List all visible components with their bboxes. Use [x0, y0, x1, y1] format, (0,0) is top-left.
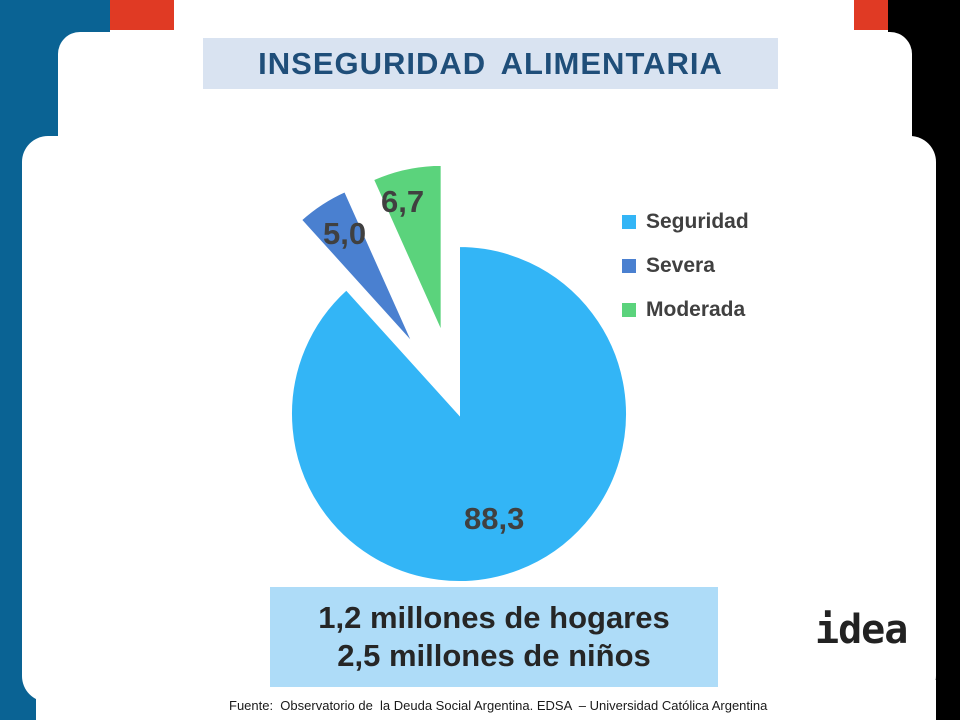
idea-logo: idea: [815, 607, 908, 653]
legend-swatch-seguridad: [622, 215, 636, 229]
legend-item-seguridad: Seguridad: [622, 200, 749, 244]
pie-slice-severa: [299, 189, 415, 346]
accent-bar-left: [110, 0, 174, 30]
title-box: INSEGURIDAD ALIMENTARIA: [203, 38, 778, 89]
summary-line-children: 2,5 millones de niños: [337, 638, 651, 673]
source-note: Fuente: Observatorio de la Deuda Social …: [229, 698, 768, 713]
summary-box: 1,2 millones de hogares 2,5 millones de …: [270, 587, 718, 687]
legend-swatch-severa: [622, 259, 636, 273]
pie-slice-moderada: [371, 163, 443, 334]
summary-line-households: 1,2 millones de hogares: [318, 600, 670, 635]
accent-bar-right: [854, 0, 888, 30]
data-label-seguridad: 88,3: [464, 501, 525, 536]
legend-swatch-moderada: [622, 303, 636, 317]
legend-item-moderada: Moderada: [622, 288, 749, 332]
pie-slice-seguridad: [290, 244, 628, 583]
chart-legend: Seguridad Severa Moderada: [622, 200, 749, 332]
data-label-moderada: 6,7: [381, 184, 425, 219]
legend-label-moderada: Moderada: [646, 298, 746, 321]
legend-label-seguridad: Seguridad: [646, 210, 749, 233]
slide-title: INSEGURIDAD ALIMENTARIA: [258, 45, 723, 81]
legend-label-severa: Severa: [646, 254, 715, 277]
legend-item-severa: Severa: [622, 244, 749, 288]
data-label-severa: 5,0: [323, 216, 367, 251]
